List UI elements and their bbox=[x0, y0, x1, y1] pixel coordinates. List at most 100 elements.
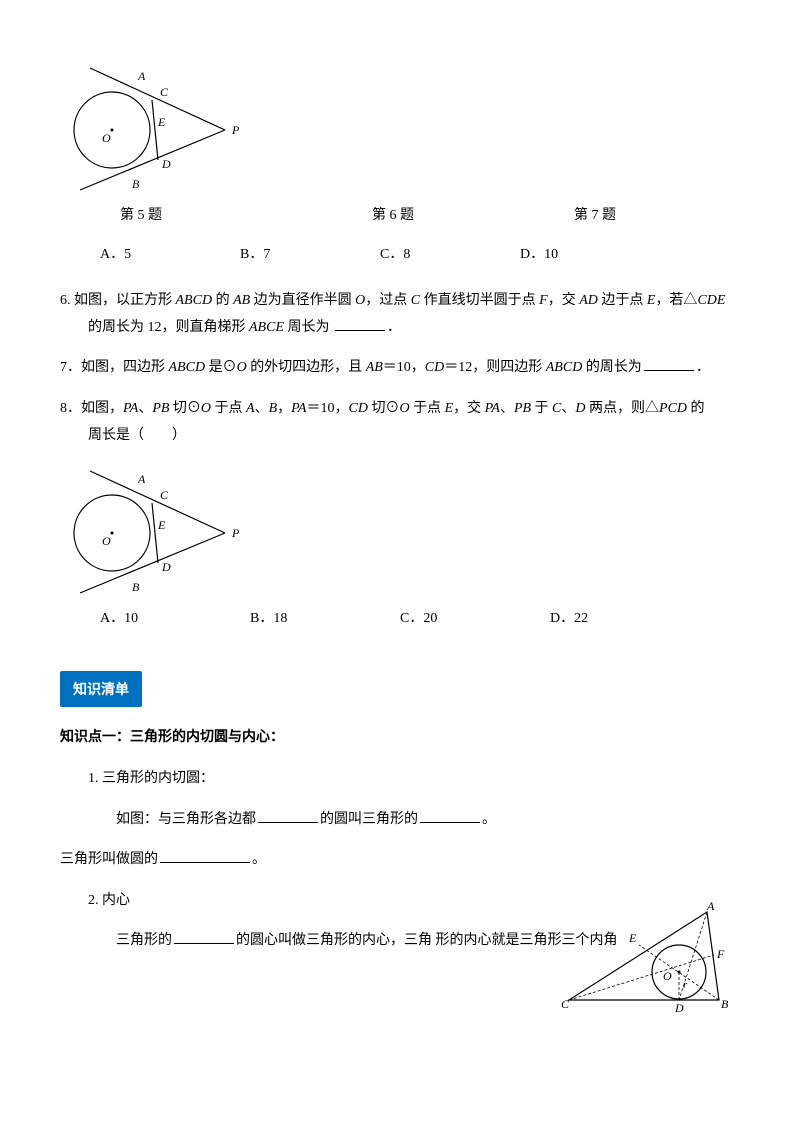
svg-text:E: E bbox=[157, 518, 166, 532]
q6-t6: ，交 bbox=[548, 293, 580, 308]
q8-t9: 于 bbox=[531, 401, 552, 416]
svg-text:A: A bbox=[137, 472, 146, 486]
q7-cd: CD bbox=[425, 360, 444, 375]
q8-t7: 于点 bbox=[410, 401, 445, 416]
figure-q5: A B C D E P O bbox=[60, 60, 245, 195]
q8-cd: CD bbox=[348, 401, 367, 416]
q5-option-c: C．8 bbox=[380, 242, 520, 269]
question-6: 6. 如图，以正方形 ABCD 的 AB 边为直径作半圆 O，过点 C 作直线切… bbox=[60, 288, 734, 341]
q8-e: E bbox=[445, 401, 454, 416]
kp1-l2a: 三角形叫做圆的 bbox=[60, 852, 158, 867]
q7-abcd: ABCD bbox=[169, 360, 206, 375]
q8-a: A bbox=[246, 401, 255, 416]
svg-text:E: E bbox=[157, 115, 166, 129]
q6-abcd: ABCD bbox=[176, 293, 213, 308]
q5-option-b: B．7 bbox=[240, 242, 380, 269]
svg-text:D: D bbox=[161, 560, 171, 574]
q6-f: F bbox=[539, 293, 548, 308]
q8-s3: 、 bbox=[500, 401, 514, 416]
q6-ab: AB bbox=[233, 293, 250, 308]
kp1-1b: 的圆叫三角形的 bbox=[320, 812, 418, 827]
section-badge: 知识清单 bbox=[60, 671, 142, 708]
q8-pa3: PA bbox=[485, 401, 500, 416]
figure-row-1: A B C D E P O bbox=[60, 60, 734, 195]
kp1-2a: 三角形的 bbox=[116, 933, 172, 948]
q6-t5: 作直线切半圆于点 bbox=[420, 293, 539, 308]
figure-triangle-incircle: A B C D E F O r bbox=[559, 900, 734, 1015]
kp1-title: 知识点一：三角形的内切圆与内心： bbox=[60, 723, 734, 750]
kp1-blank-2 bbox=[420, 809, 480, 823]
q8-pa: PA bbox=[123, 401, 138, 416]
svg-text:C: C bbox=[160, 85, 169, 99]
q8-option-d: D．22 bbox=[550, 606, 588, 633]
q6-ad: AD bbox=[579, 293, 598, 308]
kp1-blank-1 bbox=[258, 809, 318, 823]
q7-abcd2: ABCD bbox=[546, 360, 583, 375]
kp1-1a: 如图：与三角形各边都 bbox=[116, 812, 256, 827]
svg-text:C: C bbox=[160, 488, 169, 502]
q6-c: C bbox=[411, 293, 420, 308]
q8-c: C bbox=[552, 401, 561, 416]
svg-text:F: F bbox=[716, 947, 725, 961]
kp1-1c: 。 bbox=[482, 812, 496, 827]
svg-text:r: r bbox=[683, 979, 688, 991]
q8-o2: O bbox=[399, 401, 409, 416]
q5-option-d: D．10 bbox=[520, 242, 558, 269]
question-7: 7．如图，四边形 ABCD 是⊙O 的外切四边形，且 AB＝10，CD＝12，则… bbox=[60, 355, 734, 382]
svg-text:P: P bbox=[231, 526, 240, 540]
q6-t2: 的 bbox=[212, 293, 233, 308]
q8-option-c: C．20 bbox=[400, 606, 550, 633]
q8-t2: 切⊙ bbox=[169, 401, 201, 416]
svg-text:B: B bbox=[132, 580, 140, 594]
kp1-blank-4 bbox=[174, 930, 234, 944]
q6-l2a: 的周长为 12，则直角梯形 bbox=[88, 320, 249, 335]
svg-text:O: O bbox=[102, 534, 111, 548]
figure-q8: A B C D E P O bbox=[60, 463, 245, 598]
svg-text:D: D bbox=[161, 157, 171, 171]
q7-t2: 是⊙ bbox=[205, 360, 237, 375]
q8-pb: PB bbox=[152, 401, 169, 416]
caption-q5: 第 5 题 bbox=[120, 203, 162, 230]
kp1-l2b: 。 bbox=[252, 852, 266, 867]
kp1-blank-3 bbox=[160, 849, 250, 863]
q7-o: O bbox=[237, 360, 247, 375]
kp1-sub1-text: 如图：与三角形各边都 的圆叫三角形的 。 bbox=[116, 807, 734, 834]
question-8: 8．如图，PA、PB 切⊙O 于点 A、B，PA＝10，CD 切⊙O 于点 E，… bbox=[60, 396, 734, 449]
svg-text:B: B bbox=[721, 997, 729, 1011]
caption-q7: 第 7 题 bbox=[574, 203, 616, 230]
q8-t3: 于点 bbox=[211, 401, 246, 416]
q6-t3: 边为直径作半圆 bbox=[250, 293, 355, 308]
q6-end: ． bbox=[387, 320, 401, 335]
svg-text:P: P bbox=[231, 123, 240, 137]
svg-text:E: E bbox=[628, 931, 637, 945]
q7-t5: ＝12，则四边形 bbox=[444, 360, 546, 375]
q7-t4: ＝10， bbox=[383, 360, 425, 375]
q8-pa2: PA bbox=[291, 401, 306, 416]
q6-t1: 6. 如图，以正方形 bbox=[60, 293, 176, 308]
q8-t6: 切⊙ bbox=[368, 401, 400, 416]
q6-cde: CDE bbox=[697, 293, 725, 308]
svg-text:C: C bbox=[561, 997, 570, 1011]
q7-t6: 的周长为 bbox=[582, 360, 642, 375]
svg-text:A: A bbox=[706, 900, 715, 913]
q6-t8: ，若△ bbox=[655, 293, 697, 308]
caption-q6: 第 6 题 bbox=[372, 203, 414, 230]
q8-d: D bbox=[575, 401, 585, 416]
kp1-sub1-line2: 三角形叫做圆的 。 bbox=[60, 847, 734, 874]
q6-t7: 边于点 bbox=[598, 293, 647, 308]
figure-row-2: A B C D E P O bbox=[60, 463, 734, 598]
q6-l2b: 周长为 bbox=[284, 320, 333, 335]
q6-o: O bbox=[355, 293, 365, 308]
q8-o: O bbox=[201, 401, 211, 416]
q7-t1: 7．如图，四边形 bbox=[60, 360, 169, 375]
q8-b: B bbox=[269, 401, 278, 416]
q8-option-b: B．18 bbox=[250, 606, 400, 633]
q8-pb2: PB bbox=[514, 401, 531, 416]
svg-text:A: A bbox=[137, 69, 146, 83]
q8-pcd: PCD bbox=[659, 401, 687, 416]
q7-blank bbox=[644, 357, 694, 371]
q8-t11: 的 bbox=[687, 401, 705, 416]
svg-text:O: O bbox=[663, 969, 672, 983]
q8-t1: 8．如图， bbox=[60, 401, 123, 416]
q8-t8: ，交 bbox=[453, 401, 485, 416]
